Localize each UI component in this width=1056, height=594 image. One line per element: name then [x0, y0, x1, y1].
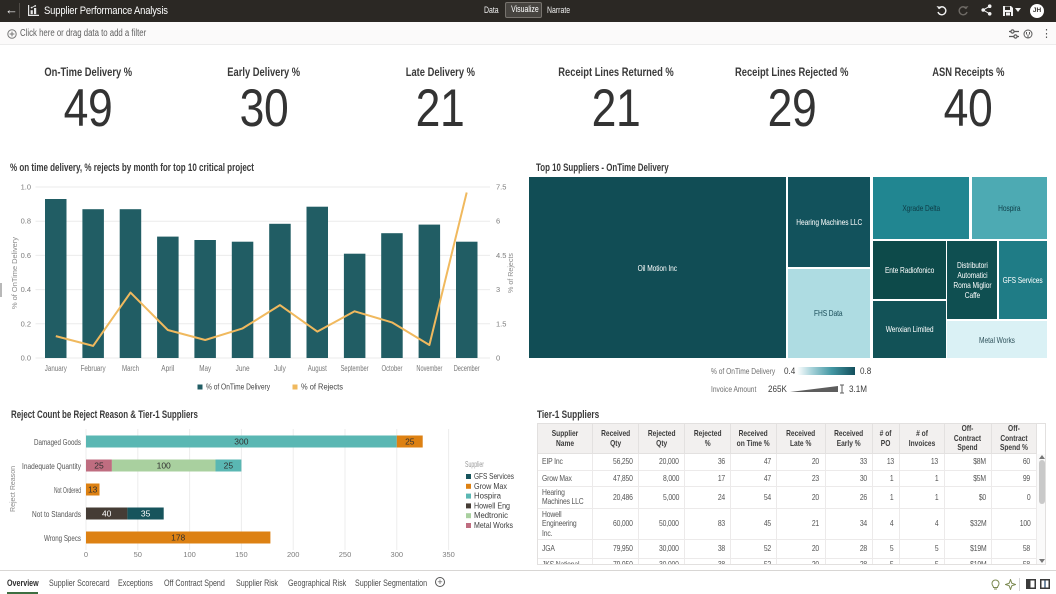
svg-text:August: August [308, 364, 328, 373]
svg-text:Grow Max: Grow Max [474, 481, 508, 491]
svg-text:June: June [236, 364, 250, 373]
svg-text:1.5: 1.5 [496, 319, 506, 328]
svg-text:Reject Reason: Reject Reason [8, 466, 17, 512]
svg-text:100: 100 [157, 461, 171, 471]
svg-text:Wrong Specs: Wrong Specs [44, 533, 81, 543]
svg-text:350: 350 [442, 550, 455, 559]
svg-text:March: March [122, 364, 139, 373]
svg-text:300: 300 [391, 550, 404, 559]
svg-text:April: April [161, 364, 174, 373]
svg-text:7.5: 7.5 [496, 183, 506, 192]
svg-text:250: 250 [339, 550, 352, 559]
svg-text:3: 3 [496, 285, 500, 294]
svg-text:January: January [45, 364, 67, 373]
svg-text:% of Rejects: % of Rejects [506, 253, 515, 293]
svg-text:May: May [199, 364, 211, 373]
svg-text:40: 40 [102, 509, 112, 519]
svg-text:0: 0 [84, 550, 88, 559]
svg-text:February: February [81, 364, 106, 373]
svg-text:0.4: 0.4 [21, 285, 31, 294]
svg-text:100: 100 [183, 550, 196, 559]
svg-text:178: 178 [171, 533, 185, 543]
svg-text:GFS Services: GFS Services [474, 471, 514, 481]
svg-text:Medtronic: Medtronic [474, 510, 509, 520]
svg-text:0: 0 [496, 354, 500, 363]
svg-text:1.0: 1.0 [21, 183, 31, 192]
svg-text:4.5: 4.5 [496, 251, 506, 260]
svg-text:50: 50 [134, 550, 142, 559]
svg-text:Howell Eng: Howell Eng [474, 500, 510, 510]
svg-text:Hospira: Hospira [474, 491, 501, 501]
svg-text:Supplier: Supplier [465, 459, 484, 469]
svg-text:Not Ordered: Not Ordered [54, 485, 81, 495]
svg-text:0.0: 0.0 [21, 354, 31, 363]
svg-text:0.2: 0.2 [21, 319, 31, 328]
svg-text:September: September [341, 364, 369, 373]
svg-text:Damaged Goods: Damaged Goods [34, 437, 81, 447]
svg-text:150: 150 [235, 550, 248, 559]
svg-text:October: October [382, 364, 403, 373]
svg-text:December: December [454, 364, 480, 373]
svg-text:25: 25 [224, 461, 234, 471]
svg-text:July: July [274, 364, 286, 373]
svg-text:Inadequate Quantity: Inadequate Quantity [22, 461, 82, 471]
svg-text:% of Rejects: % of Rejects [301, 382, 343, 392]
svg-text:6: 6 [496, 217, 500, 226]
svg-text:200: 200 [287, 550, 300, 559]
svg-text:300: 300 [234, 437, 248, 447]
svg-text:25: 25 [94, 461, 104, 471]
svg-text:Not to Standards: Not to Standards [32, 509, 81, 519]
svg-text:November: November [416, 364, 442, 373]
svg-text:0.8: 0.8 [21, 217, 31, 226]
svg-text:Metal Works: Metal Works [474, 520, 513, 530]
svg-text:35: 35 [141, 509, 151, 519]
svg-text:25: 25 [405, 437, 415, 447]
svg-text:% of OnTime Delivery: % of OnTime Delivery [206, 382, 271, 392]
svg-text:0.6: 0.6 [21, 251, 31, 260]
svg-text:13: 13 [88, 485, 98, 495]
svg-text:% of OnTime Delivery: % of OnTime Delivery [10, 237, 19, 309]
